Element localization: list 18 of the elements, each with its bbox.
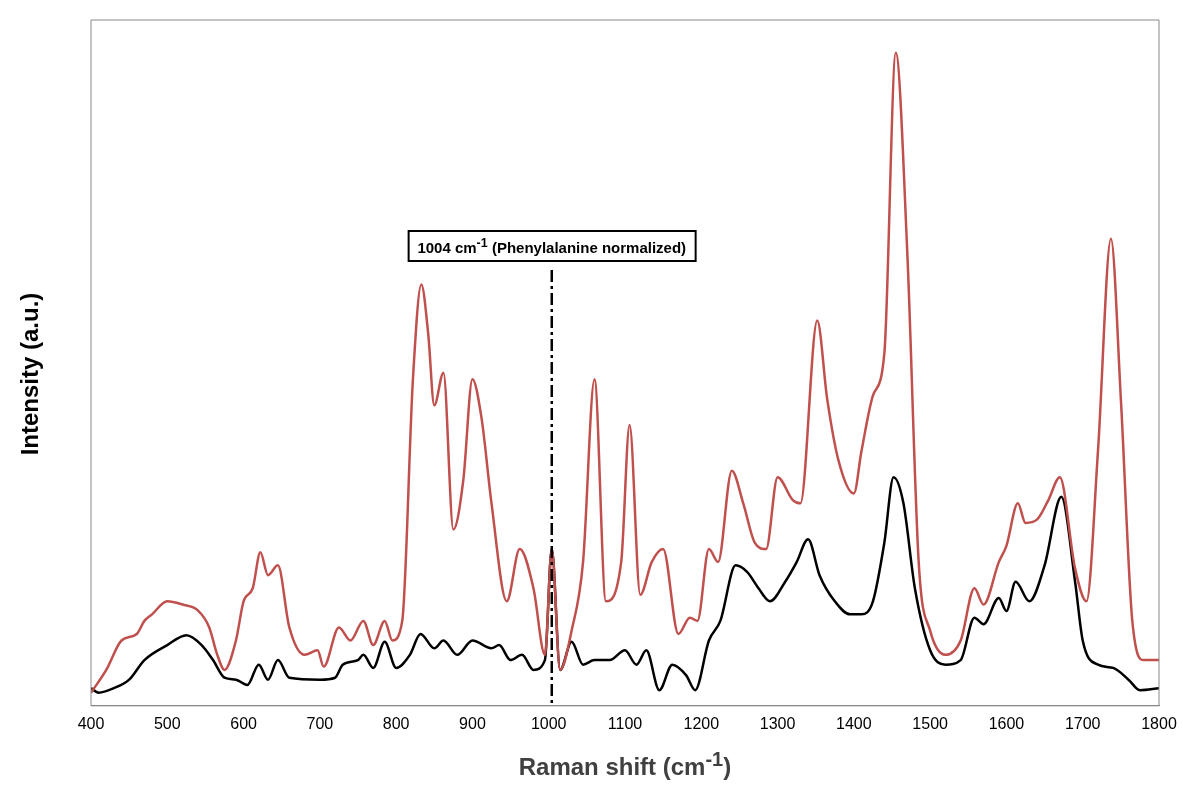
x-axis-title: Raman shift (cm$^{-1}$) [517,748,733,781]
x-tick-label: 500 [153,714,181,732]
x-tick-label: 1400 [836,714,872,732]
x-tick-label: 1000 [530,714,567,732]
x-tick-label: 700 [306,714,334,732]
x-tick-label: 1700 [1064,714,1101,732]
x-tick-label: 900 [459,714,486,732]
x-tick-label: 600 [230,714,258,732]
x-tick-label: 1600 [988,714,1025,732]
ref-line-label: 1004 cm$^{-1}$ (Phenylalanine normalized) [407,230,697,262]
x-tick-label: 1500 [912,714,949,732]
x-tick-label: 800 [382,714,410,732]
x-tick-label: 1200 [683,714,720,732]
x-tick-label: 400 [77,714,105,732]
y-axis-title: Intensity (a.u.) [16,291,44,458]
x-tick-label: 1100 [607,714,643,732]
x-tick-label: 1300 [759,714,796,732]
x-tick-label: 1800 [1141,714,1177,732]
